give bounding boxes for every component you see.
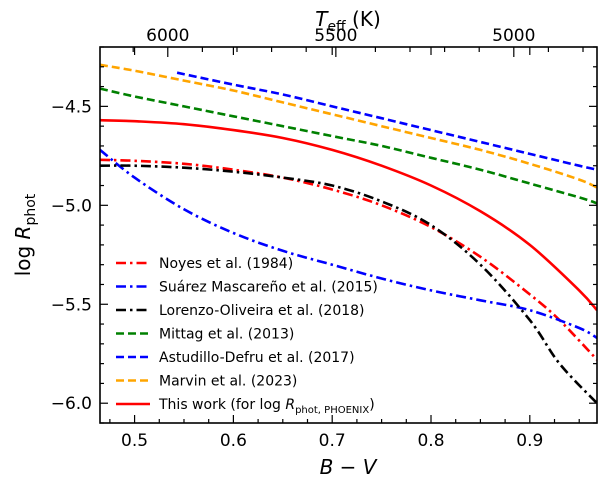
y-tick-label: −4.5 (51, 97, 92, 117)
legend-label-part-0: This work (for log (158, 397, 285, 413)
legend-label-part-3: ) (369, 397, 374, 413)
x-tick-label: 0.9 (516, 431, 543, 451)
x-tick-label: 0.5 (121, 431, 148, 451)
legend-label-4: Astudillo-Defru et al. (2017) (159, 350, 355, 366)
y-axis-title-R: R (11, 226, 35, 240)
legend-label-1: Suárez Mascareño et al. (2015) (159, 280, 378, 296)
x-axis-title: B − V (320, 455, 378, 479)
series-line-5 (100, 63, 597, 189)
series-layer (100, 63, 597, 405)
top-tick-label: 6000 (146, 26, 189, 46)
y-tick-label: −6.0 (51, 394, 92, 414)
y-axis-title: log Rphot (11, 193, 39, 276)
plot-frame (99, 46, 598, 424)
series-line-6 (100, 118, 597, 312)
y-tick-label: −5.0 (51, 196, 92, 216)
top-axis-title-unit: (K) (346, 7, 381, 31)
x-tick-label: 0.7 (319, 431, 346, 451)
series-line-4 (176, 71, 597, 171)
legend-label-3: Mittag et al. (2013) (159, 327, 294, 343)
series-line-2 (100, 164, 597, 405)
top-axis-title: Teff (K) (315, 7, 381, 35)
legend-label-part-2: phot, PHOENIX (295, 405, 369, 416)
top-tick-label: 5000 (492, 26, 535, 46)
legend-label-2: Lorenzo-Oliveira et al. (2018) (159, 303, 365, 319)
x-tick-label: 0.8 (417, 431, 444, 451)
legend-label-5: Marvin et al. (2023) (159, 374, 297, 390)
top-axis-title-sub: eff (327, 19, 346, 35)
legend-label-part-1: R (285, 397, 295, 413)
x-tick-label: 0.6 (220, 431, 247, 451)
y-axis-title-sub: phot (23, 193, 39, 225)
y-axis-title-log: log (11, 239, 35, 276)
legend: Noyes et al. (1984) Suárez Mascareño et a… (116, 256, 378, 416)
top-tick-label: 5500 (314, 26, 357, 46)
series-line-3 (100, 87, 597, 205)
ticks-layer: 0.5 0.6 0.7 0.8 0.9 −4.5 −5.0 −5.5 −6.0 6000 5500 5… (51, 26, 597, 451)
series-line-1 (100, 148, 597, 340)
legend-label-0: Noyes et al. (1984) (159, 256, 293, 272)
legend-label-6: This work (for log Rphot, PHOENIX) (158, 397, 375, 416)
y-tick-label: −5.5 (51, 295, 92, 315)
top-axis-title-T: T (315, 7, 329, 31)
series-line-0 (100, 158, 597, 361)
